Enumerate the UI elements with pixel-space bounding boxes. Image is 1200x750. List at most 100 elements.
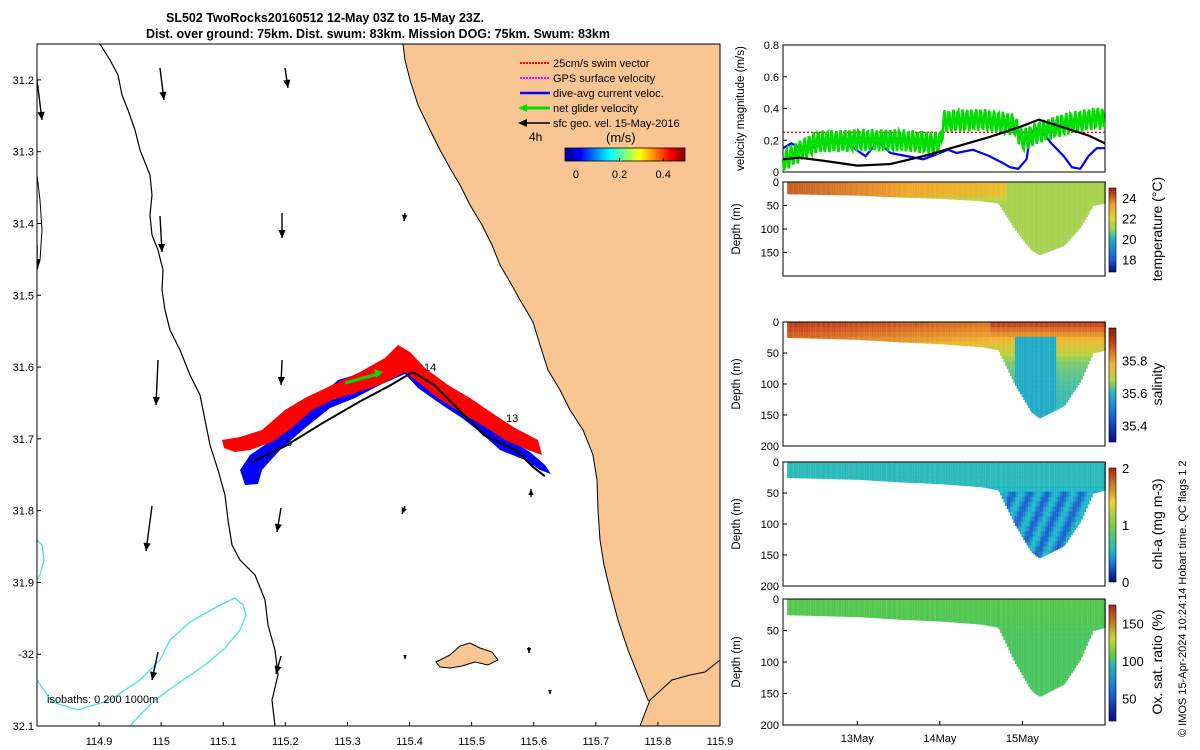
geo-arrow-head bbox=[526, 648, 532, 653]
time-x-tick: 13May bbox=[841, 733, 875, 745]
map-x-tick-label: 114.9 bbox=[86, 736, 113, 748]
depth-tick: 100 bbox=[761, 379, 779, 391]
depth-tick: 150 bbox=[761, 689, 779, 701]
svg-text:25cm/s swim vector: 25cm/s swim vector bbox=[553, 58, 650, 70]
geo-arrow-head bbox=[283, 79, 291, 88]
map-legend: 25cm/s swim vector GPS surface velocity … bbox=[518, 58, 686, 181]
colorbar-tick: 2 bbox=[1122, 461, 1129, 476]
time-x-tick: 15May bbox=[1006, 733, 1040, 745]
geo-arrow-head bbox=[37, 111, 45, 120]
velocity-y-tick: 0.4 bbox=[764, 104, 779, 116]
legend-current-velocity: dive-avg current veloc. bbox=[520, 88, 664, 100]
colorbar-tick: 20 bbox=[1122, 232, 1136, 247]
map-y-tick-label: 31.3 bbox=[13, 147, 34, 159]
map-y-tick-label: 31.4 bbox=[13, 218, 34, 230]
colorbar-label-temperature: temperature (°C) bbox=[1149, 177, 1165, 281]
velocity-y-tick: 0.2 bbox=[764, 135, 779, 147]
legend-net-velocity: net glider velocity bbox=[518, 103, 638, 115]
depth-tick: 150 bbox=[761, 550, 779, 562]
geo-arrow-head bbox=[277, 376, 285, 385]
map-x-tick-label: 115.9 bbox=[707, 736, 734, 748]
isobath-200m bbox=[99, 44, 279, 726]
velocity-y-tick: 0.6 bbox=[764, 72, 779, 84]
depth-tick: 0 bbox=[773, 317, 779, 329]
map-x-tick-label: 115 bbox=[152, 736, 170, 748]
figure-title-line2: Dist. over ground: 75km. Dist. swum: 83k… bbox=[146, 27, 610, 41]
map-x-tick-label: 115.7 bbox=[582, 736, 609, 748]
map-x-tick-label: 115.5 bbox=[458, 736, 485, 748]
depth-tick: 200 bbox=[761, 720, 779, 732]
section-panel-salinity: 0 50 100 150 200 Depth (m) 35.4 35.6 35.8salinit… bbox=[731, 317, 1165, 453]
colorbar-label-salinity: salinity bbox=[1149, 363, 1165, 406]
glider-track-map: 14 13 5 114.9 115 115.1 115.2 115.3 115.4 115.… bbox=[13, 43, 734, 748]
colorbar-tick: 1 bbox=[1122, 518, 1129, 533]
island-1 bbox=[435, 642, 499, 669]
colorbar-tick: 24 bbox=[1122, 191, 1136, 206]
depth-tick: 50 bbox=[767, 348, 779, 360]
map-x-tick-label: 115.8 bbox=[645, 736, 672, 748]
depth-tick: 200 bbox=[761, 581, 779, 593]
colorbar-tick: 100 bbox=[1122, 654, 1144, 669]
legend-gps-velocity: GPS surface velocity bbox=[520, 73, 656, 85]
svg-text:sfc geo. vel. 15-May-2016: sfc geo. vel. 15-May-2016 bbox=[553, 118, 680, 130]
depth-tick: 150 bbox=[761, 248, 779, 260]
velocity-y-tick: 0.8 bbox=[764, 40, 779, 52]
svg-text:GPS surface velocity: GPS surface velocity bbox=[553, 73, 656, 85]
colorbar-tick: 35.6 bbox=[1122, 386, 1147, 401]
depth-tick: 200 bbox=[761, 441, 779, 453]
geo-arrow-head bbox=[528, 489, 534, 495]
map-y-tick-label: 31.7 bbox=[13, 434, 34, 446]
colorbar-label-chl-a: chl-a (mg m-3) bbox=[1149, 478, 1165, 569]
geo-arrow-head bbox=[150, 671, 158, 680]
geostrophic-velocity-arrows bbox=[37, 67, 552, 694]
depth-tick: 100 bbox=[761, 519, 779, 531]
map-y-ticks: 31.2 31.3 31.4 31.5 31.6 31.7 31.8 31.9 -32 32.1 bbox=[13, 75, 41, 733]
map-y-tick-label: 31.6 bbox=[13, 362, 34, 374]
map-y-tick-label: 31.2 bbox=[13, 75, 34, 87]
depth-tick: 0 bbox=[773, 457, 779, 469]
day-marker-14: 14 bbox=[424, 362, 436, 374]
map-x-ticks: 114.9 115 115.1 115.2 115.3 115.4 115.5 115.6 11… bbox=[86, 722, 734, 748]
section-panel-oxygen: 0 50 100 150 200 Depth (m) 50 100 150 Ox. sat. ra… bbox=[731, 594, 1165, 745]
depth-tick: 50 bbox=[767, 626, 779, 638]
geo-arrow-head bbox=[548, 690, 552, 694]
depth-tick: 50 bbox=[767, 488, 779, 500]
geo-arrow-head bbox=[274, 665, 282, 674]
map-x-tick-label: 115.1 bbox=[210, 736, 237, 748]
geo-arrow-head bbox=[143, 542, 151, 551]
geo-arrow-head bbox=[37, 259, 41, 267]
speed-colorbar bbox=[564, 147, 686, 162]
velocity-y-label: velocity magnitude (m/s) bbox=[735, 46, 747, 171]
colorbar-salinity bbox=[1108, 327, 1117, 443]
depth-axis-label: Depth (m) bbox=[731, 203, 743, 254]
section-panel-chl-a: 0 50 100 150 200 Depth (m) 0 1 2 chl-a (mg m-3) bbox=[731, 457, 1165, 593]
time-x-tick: 14May bbox=[923, 733, 957, 745]
day-marker-13: 13 bbox=[506, 413, 518, 425]
map-y-tick-label: 31.5 bbox=[13, 290, 34, 302]
map-x-tick-label: 115.3 bbox=[334, 736, 361, 748]
speed-colorbar-ticks: 0 0.2 0.4 bbox=[573, 158, 671, 181]
colorbar-label-oxygen: Ox. sat. ratio (%) bbox=[1149, 609, 1165, 714]
swim-vector-band bbox=[222, 345, 542, 455]
net-velocity-arrow bbox=[344, 372, 379, 385]
net-velocity-arrowhead bbox=[374, 369, 383, 378]
glider-track-line bbox=[250, 370, 546, 477]
depth-tick: 100 bbox=[761, 224, 779, 236]
colorbar-oxygen bbox=[1108, 604, 1117, 722]
depth-tick: 50 bbox=[767, 201, 779, 213]
speed-colorbar-tick: 0.2 bbox=[612, 169, 627, 181]
geo-arrow-head bbox=[278, 230, 286, 238]
map-x-tick-label: 115.4 bbox=[396, 736, 423, 748]
land bbox=[402, 44, 720, 726]
depth-axis-label: Depth (m) bbox=[731, 358, 743, 409]
figure-title-line1: SL502 TwoRocks20160512 12-May 03Z to 15-… bbox=[166, 11, 484, 25]
speed-colorbar-tick: 0 bbox=[573, 169, 579, 181]
colorbar-tick: 18 bbox=[1122, 253, 1136, 268]
map-y-tick-label: 31.9 bbox=[13, 577, 34, 589]
map-y-tick-label: 32.1 bbox=[13, 721, 34, 733]
speed-colorbar-tick: 0.4 bbox=[656, 169, 671, 181]
depth-tick: 0 bbox=[773, 594, 779, 606]
interval-label: 4h bbox=[529, 130, 542, 144]
depth-axis-label: Depth (m) bbox=[731, 498, 743, 549]
